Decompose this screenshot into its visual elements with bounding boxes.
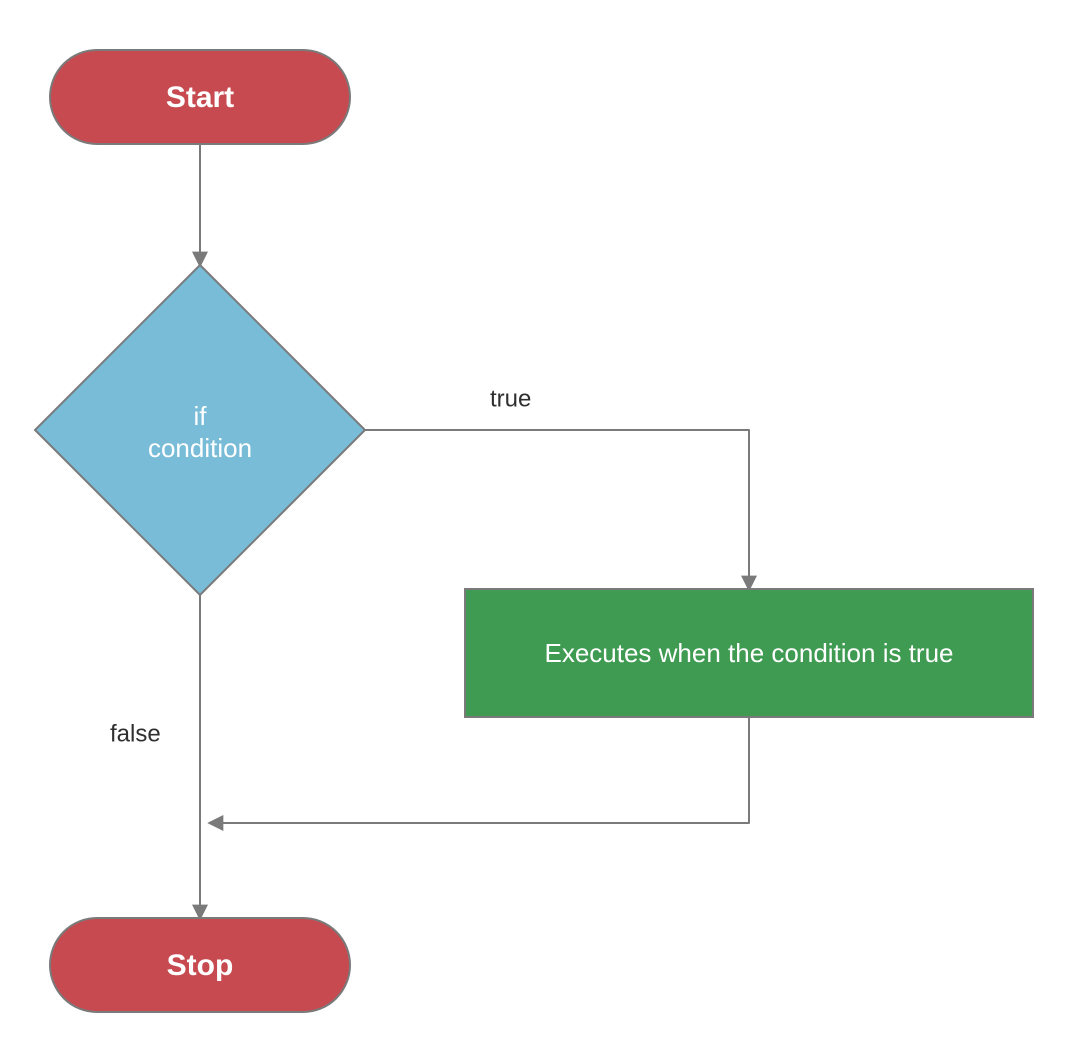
edge-label-decision_false_to_stop: false: [110, 720, 161, 747]
node-stop-label: Stop: [167, 949, 234, 982]
nodes-layer: Start ifcondition Executes when the condit…: [35, 50, 1033, 1012]
edge-decision_true_to_process: [365, 430, 749, 589]
node-decision-label-2: condition: [148, 433, 252, 463]
edge-label-decision_true_to_process: true: [490, 385, 531, 412]
flowchart-canvas: true false Start ifcondition Executes when t…: [0, 0, 1068, 1050]
node-decision-label-1: if: [194, 401, 208, 431]
edge-process_merge_to_mainline: [210, 717, 749, 823]
node-process-label: Executes when the condition is true: [544, 638, 953, 668]
node-start-label: Start: [166, 81, 234, 114]
